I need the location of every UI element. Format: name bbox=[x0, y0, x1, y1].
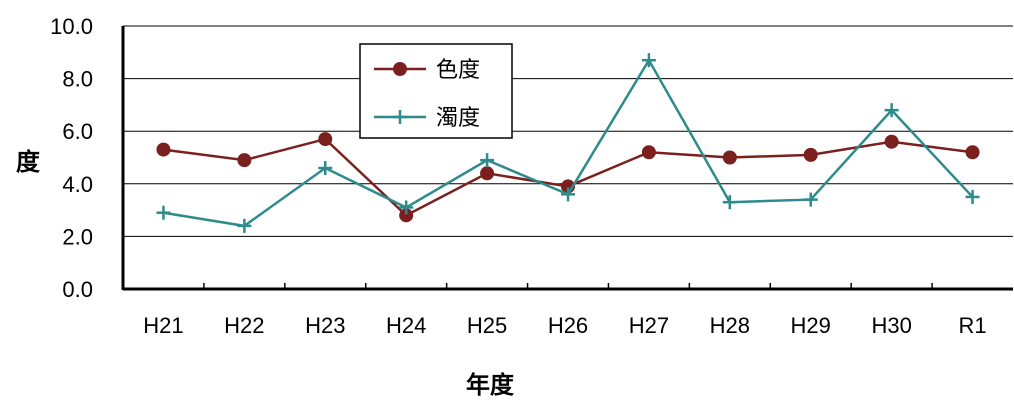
data-point bbox=[156, 142, 171, 157]
series-1 bbox=[156, 132, 980, 223]
data-point bbox=[641, 145, 656, 160]
data-point bbox=[318, 132, 333, 147]
data-point bbox=[561, 187, 575, 202]
y-tick-label: 4.0 bbox=[62, 172, 93, 197]
data-point bbox=[884, 134, 899, 149]
x-tick-label: H23 bbox=[305, 313, 345, 338]
x-tick-label: R1 bbox=[958, 313, 986, 338]
y-tick-label: 6.0 bbox=[62, 119, 93, 144]
data-point bbox=[641, 53, 656, 68]
series bbox=[156, 53, 980, 233]
plot-area bbox=[123, 26, 1013, 289]
data-point bbox=[318, 161, 333, 176]
x-tick-label: H26 bbox=[548, 313, 588, 338]
y-axis-title: 度 bbox=[16, 148, 41, 176]
data-point bbox=[884, 103, 899, 118]
legend-box bbox=[359, 43, 513, 139]
y-tick-label: 8.0 bbox=[62, 67, 93, 92]
data-point bbox=[965, 145, 980, 160]
legend: 色度 濁度 bbox=[359, 43, 513, 139]
x-tick-label: H25 bbox=[467, 313, 507, 338]
legend-marker-plus-icon bbox=[393, 110, 407, 124]
data-point bbox=[156, 205, 171, 220]
legend-label-series-2: 濁度 bbox=[436, 106, 480, 131]
y-tick-label: 10.0 bbox=[50, 14, 93, 39]
data-point bbox=[237, 218, 252, 233]
x-axis-title: 年度 bbox=[466, 371, 515, 399]
x-tick-labels: H21 H22 H23 H24 H25 H26 H27 H28 H29 H30 R1 bbox=[143, 313, 986, 338]
axes bbox=[121, 26, 1013, 291]
y-tick-labels: 0.0 2.0 4.0 6.0 8.0 10.0 bbox=[50, 14, 93, 302]
data-point bbox=[399, 200, 414, 215]
x-tick-label: H30 bbox=[871, 313, 911, 338]
x-tick-label: H21 bbox=[143, 313, 183, 338]
data-point bbox=[803, 147, 818, 162]
data-point bbox=[965, 189, 980, 204]
x-tick-label: H29 bbox=[791, 313, 831, 338]
data-point bbox=[480, 153, 495, 168]
data-point bbox=[399, 208, 414, 223]
data-point bbox=[237, 153, 252, 168]
data-point bbox=[722, 150, 737, 165]
legend-marker-circle-icon bbox=[393, 62, 407, 76]
x-tick-label: H22 bbox=[224, 313, 264, 338]
x-tick-label: H24 bbox=[386, 313, 426, 338]
series-2 bbox=[156, 53, 980, 233]
data-point bbox=[722, 195, 737, 210]
x-tick-label: H27 bbox=[629, 313, 669, 338]
data-point bbox=[480, 166, 495, 181]
y-tick-label: 2.0 bbox=[62, 224, 93, 249]
x-tick-label: H28 bbox=[710, 313, 750, 338]
data-point bbox=[803, 192, 818, 207]
legend-label-series-1: 色度 bbox=[436, 58, 480, 83]
y-tick-label: 0.0 bbox=[62, 277, 93, 302]
